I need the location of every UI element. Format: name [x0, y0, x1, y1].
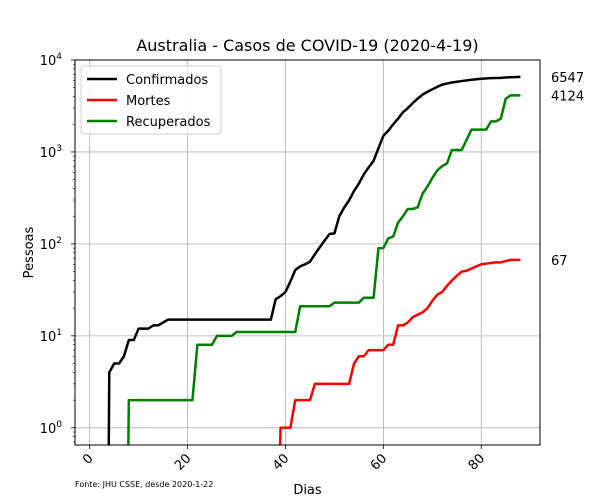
end-value-label: 67: [551, 254, 568, 269]
legend: Confirmados Mortes Recuperados: [80, 65, 222, 135]
y-axis-title: Pessoas: [22, 226, 37, 278]
end-value-label: 4124: [551, 89, 584, 104]
plot-area-frame: [74, 59, 541, 446]
source-note: Fonte: JHU CSSE, desde 2020-1-22: [75, 480, 213, 489]
series-line-mortes: [278, 258, 521, 445]
series-line-confirmados: [107, 75, 521, 445]
legend-label: Recuperados: [126, 115, 211, 130]
series-lines: [107, 75, 521, 445]
series-line-recuperados: [127, 94, 521, 445]
end-labels: 6547 4124 67: [551, 71, 584, 269]
chart-title: Australia - Casos de COVID-19 (2020-4-19…: [136, 36, 478, 55]
legend-label: Confirmados: [126, 73, 208, 88]
end-value-label: 6547: [551, 71, 584, 86]
legend-box: [80, 65, 222, 135]
legend-label: Mortes: [126, 94, 171, 109]
x-axis-title: Dias: [293, 483, 322, 498]
